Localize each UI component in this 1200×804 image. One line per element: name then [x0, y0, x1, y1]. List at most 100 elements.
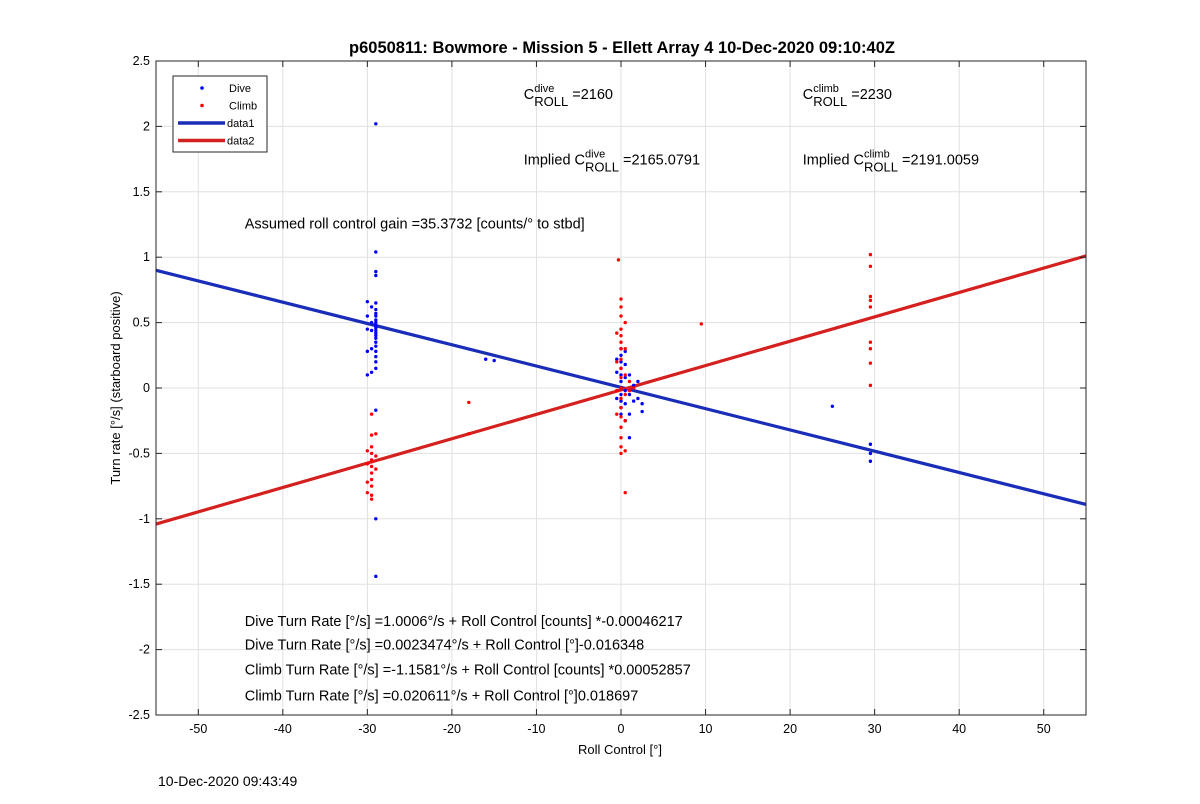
- legend-label-climb_fit: data2: [227, 136, 255, 148]
- point-climb: [619, 405, 623, 410]
- point-climb: [623, 320, 627, 325]
- point-climb: [619, 386, 623, 390]
- point-dive: [619, 373, 623, 377]
- point-climb: [619, 333, 623, 338]
- point-dive: [623, 401, 627, 406]
- point-dive: [615, 396, 619, 401]
- point-climb: [369, 451, 374, 456]
- annotation-climb-eq-counts: Climb Turn Rate [°/s] =-1.1581°/s + Roll…: [245, 662, 691, 678]
- point-dive: [492, 358, 496, 363]
- point-dive: [627, 392, 632, 397]
- point-dive: [619, 399, 623, 403]
- point-dive: [623, 375, 627, 380]
- point-dive: [623, 362, 627, 367]
- annotation-implied-c-dive: Implied Cdive ROLL =2165.0791: [524, 148, 700, 174]
- y-tick-label: 0.5: [133, 316, 150, 330]
- y-tick-label: -1.5: [128, 577, 150, 591]
- point-dive: [374, 269, 378, 274]
- point-climb: [868, 383, 873, 388]
- point-climb: [616, 258, 621, 262]
- point-dive: [830, 404, 835, 409]
- point-climb: [369, 464, 374, 469]
- point-dive: [374, 336, 378, 340]
- point-dive: [374, 314, 378, 318]
- x-tick-label: -50: [189, 722, 207, 736]
- point-climb: [369, 484, 374, 488]
- point-climb: [365, 480, 370, 484]
- point-climb: [619, 314, 623, 318]
- point-dive: [365, 349, 370, 354]
- point-dive: [369, 347, 374, 351]
- y-tick-label: 1: [143, 250, 150, 264]
- point-climb: [631, 386, 636, 390]
- y-tick-label: 1.5: [133, 185, 150, 199]
- point-dive: [369, 370, 374, 375]
- point-dive: [627, 412, 632, 416]
- point-climb: [619, 415, 623, 419]
- point-dive: [631, 399, 636, 403]
- point-climb: [868, 340, 873, 344]
- point-dive: [365, 314, 370, 318]
- annotation-c-climb: Cclimb ROLL =2230: [803, 83, 892, 109]
- point-dive: [374, 333, 378, 338]
- point-dive: [374, 328, 378, 333]
- point-climb: [615, 412, 619, 416]
- point-dive: [623, 388, 627, 393]
- point-dive: [374, 340, 378, 344]
- point-dive: [619, 353, 623, 357]
- point-dive: [374, 318, 378, 322]
- x-tick-label: -40: [274, 722, 292, 736]
- point-dive: [369, 328, 374, 333]
- point-dive: [374, 323, 378, 327]
- legend-label-dive: Dive: [229, 83, 251, 95]
- point-climb: [365, 462, 370, 466]
- point-climb: [868, 264, 873, 269]
- point-climb: [627, 379, 632, 384]
- point-dive: [631, 383, 636, 388]
- point-climb: [868, 361, 873, 365]
- x-tick-label: 50: [1037, 722, 1051, 736]
- point-climb: [619, 366, 623, 371]
- point-dive: [374, 311, 378, 316]
- point-climb: [619, 436, 623, 440]
- point-climb: [615, 360, 619, 364]
- point-climb: [619, 451, 623, 456]
- point-dive: [374, 354, 378, 359]
- chart-title: p6050811: Bowmore - Mission 5 - Ellett A…: [349, 39, 895, 57]
- point-dive: [374, 301, 378, 305]
- point-dive: [374, 360, 378, 364]
- point-dive: [484, 357, 488, 361]
- point-climb: [623, 347, 627, 351]
- point-climb: [619, 375, 623, 380]
- y-axis-label: Turn rate [°/s] (starboard positive): [108, 291, 123, 484]
- point-climb: [369, 412, 374, 416]
- point-climb: [619, 425, 623, 429]
- point-dive: [636, 396, 640, 401]
- point-climb: [369, 445, 374, 449]
- point-dive: [374, 331, 378, 335]
- annotation-climb-eq-deg: Climb Turn Rate [°/s] =0.020611°/s + Rol…: [245, 689, 639, 705]
- point-dive: [640, 401, 644, 406]
- x-tick-label: 20: [783, 722, 797, 736]
- legend-label-dive_fit: data1: [227, 118, 255, 130]
- point-climb: [868, 347, 873, 351]
- legend-marker-climb: [200, 103, 204, 108]
- y-tick-label: -0.5: [128, 446, 150, 460]
- point-dive: [374, 517, 378, 521]
- point-climb: [627, 388, 632, 393]
- point-climb: [369, 471, 374, 475]
- point-climb: [619, 305, 623, 309]
- point-climb: [868, 305, 873, 309]
- point-climb: [365, 449, 370, 453]
- y-tick-label: 2.5: [133, 54, 150, 68]
- point-dive: [619, 412, 623, 416]
- x-tick-label: -20: [443, 722, 461, 736]
- point-climb: [467, 432, 471, 436]
- point-climb: [619, 357, 623, 361]
- point-climb: [467, 400, 471, 405]
- point-climb: [619, 396, 623, 401]
- point-climb: [623, 449, 627, 453]
- point-climb: [868, 252, 873, 257]
- point-dive: [640, 409, 644, 414]
- point-climb: [365, 490, 370, 495]
